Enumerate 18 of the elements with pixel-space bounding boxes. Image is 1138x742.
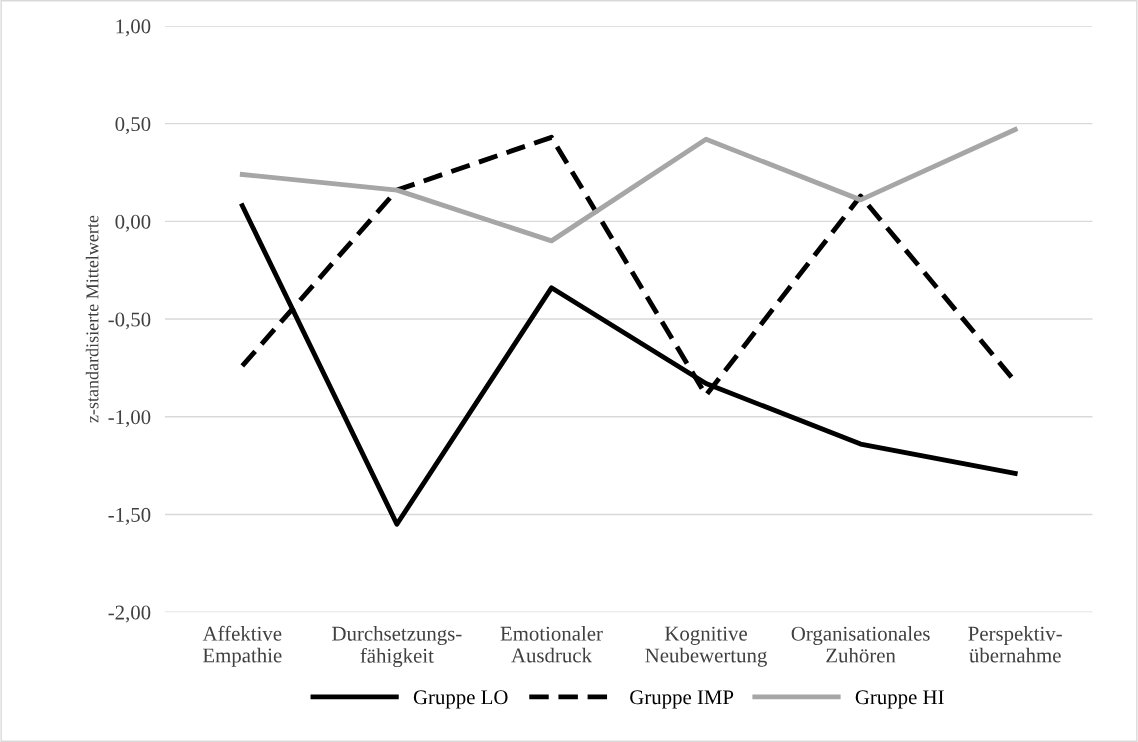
legend-label: Gruppe HI (855, 690, 944, 709)
x-tick-label: Affektive Empathie (202, 625, 282, 667)
legend-label: Gruppe LO (413, 690, 508, 709)
legend-label: Gruppe IMP (630, 690, 734, 709)
x-tick-label: Organisationales Zuhören (791, 626, 930, 663)
x-tick-label: Emotionaler Ausdruck (500, 626, 603, 663)
y-tick-label: 0,50 (115, 117, 151, 135)
y-tick-label: -2,00 (108, 605, 151, 623)
y-axis-title: z-standardisierte Mittelwerte (85, 215, 99, 423)
x-tick-label: Perspektiv- übernahme (968, 626, 1062, 663)
y-tick-label: -0,50 (108, 312, 151, 330)
y-tick-label: 1,00 (116, 19, 151, 37)
x-tick-label: Durchsetzungs- fähigkeit (332, 626, 462, 668)
y-tick-label: 0,00 (115, 214, 151, 232)
x-tick-label: Kognitive Neubewertung (645, 626, 767, 667)
y-tick-label: -1,50 (108, 507, 151, 525)
line-series (239, 127, 1018, 244)
y-tick-label: -1,00 (108, 410, 151, 428)
